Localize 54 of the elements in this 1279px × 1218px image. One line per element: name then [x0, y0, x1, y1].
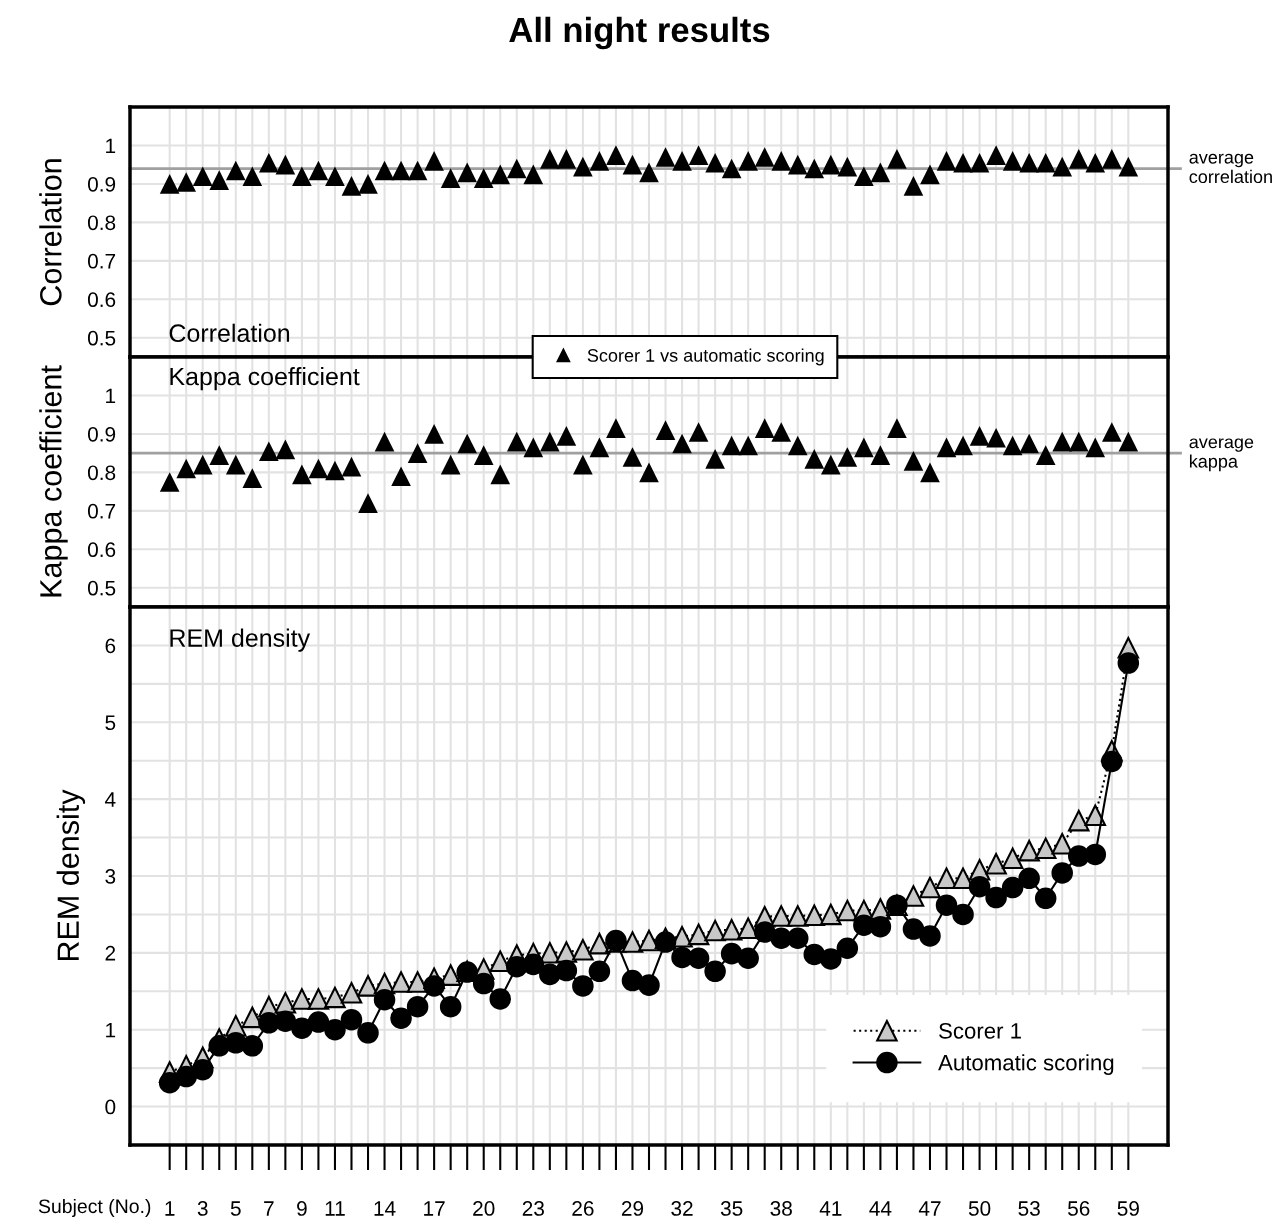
- x-tick-label: 7: [264, 1201, 274, 1216]
- legend-label: Automatic scoring: [938, 1054, 1114, 1075]
- y-tick-label: 0.8: [87, 215, 116, 231]
- y-tick-label: 0.9: [87, 426, 116, 442]
- y-tick-label: 1: [106, 138, 116, 154]
- y-axis-title: Kappa coefficient: [39, 365, 68, 597]
- y-tick-label: 2: [105, 945, 116, 961]
- x-tick-label: 56: [1067, 1201, 1090, 1216]
- y-tick-label: 1: [106, 388, 116, 404]
- ref-line-label: average correlation: [1189, 153, 1272, 184]
- x-tick-label: 50: [968, 1201, 991, 1216]
- x-tick-label: 53: [1018, 1201, 1040, 1216]
- y-tick-label: 0.5: [87, 330, 116, 346]
- x-tick-label: 29: [621, 1201, 644, 1216]
- x-tick-label: 9: [297, 1201, 307, 1216]
- y-tick-label: 0.9: [87, 176, 116, 192]
- y-axis-title: REM density: [56, 789, 86, 961]
- x-tick-label: 32: [671, 1201, 693, 1216]
- y-tick-label: 4: [105, 792, 116, 807]
- x-tick-label: 59: [1117, 1201, 1139, 1216]
- x-axis-title: Subject (No.): [38, 1198, 151, 1218]
- y-tick-label: 5: [105, 715, 116, 731]
- x-tick-label: 26: [572, 1201, 594, 1216]
- legend-label: Scorer 1 vs automatic scoring: [587, 348, 824, 366]
- x-tick-label: 1: [165, 1201, 175, 1216]
- x-tick-label: 5: [230, 1201, 241, 1216]
- x-tick-label: 17: [424, 1201, 445, 1216]
- y-tick-label: 1: [106, 1022, 116, 1038]
- ref-line-label: average kappa: [1189, 438, 1254, 472]
- y-tick-label: 0.6: [87, 292, 116, 308]
- annotation: Kappa coefficient: [170, 367, 360, 391]
- x-tick-label: 14: [374, 1201, 396, 1216]
- x-tick-label: 41: [819, 1201, 842, 1216]
- x-tick-label: 47: [918, 1201, 941, 1216]
- y-axis-title: Correlation: [39, 159, 62, 306]
- annotation: Correlation: [169, 323, 290, 343]
- x-tick-label: 20: [473, 1201, 495, 1216]
- y-tick-label: 0.8: [87, 465, 116, 481]
- x-tick-label: 11: [325, 1201, 345, 1216]
- y-tick-label: 6: [105, 638, 116, 654]
- x-tick-label: 35: [720, 1201, 743, 1216]
- y-tick-label: 0.7: [87, 253, 116, 269]
- y-tick-label: 0: [105, 1099, 116, 1115]
- x-tick-label: 38: [770, 1201, 792, 1216]
- legend-label: Scorer 1: [939, 1022, 1021, 1039]
- x-tick-label: 44: [869, 1201, 892, 1216]
- x-tick-label: 23: [522, 1201, 544, 1216]
- y-tick-label: 0.5: [87, 580, 116, 596]
- y-tick-label: 0.7: [87, 503, 116, 519]
- y-tick-label: 3: [105, 869, 116, 884]
- chart-title: All night results: [509, 16, 770, 50]
- x-tick-label: 3: [197, 1201, 208, 1216]
- y-tick-label: 0.6: [87, 542, 116, 558]
- annotation: REM density: [170, 628, 311, 652]
